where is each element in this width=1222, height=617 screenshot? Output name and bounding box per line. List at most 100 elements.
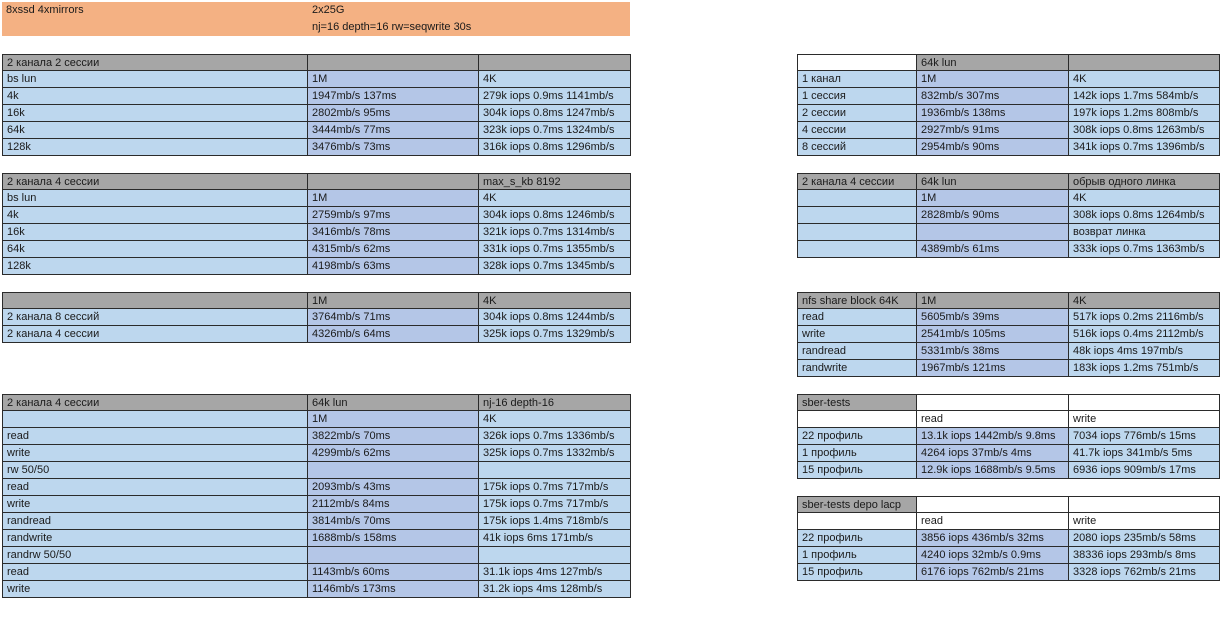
cell-b7-r3-c2[interactable]: 48k iops 4ms 197mb/s <box>1069 343 1220 360</box>
cell-b2-r1-c0[interactable]: bs lun <box>2 190 308 207</box>
cell-b4-r4-c2[interactable] <box>479 462 631 479</box>
cell-b4-r2-c1[interactable]: 3822mb/s 70ms <box>308 428 479 445</box>
cell-b4-r2-c2[interactable]: 326k iops 0.7ms 1336mb/s <box>479 428 631 445</box>
cell-b1-r0-c1[interactable] <box>308 54 479 71</box>
cell-b3-r0-c0[interactable] <box>2 292 308 309</box>
cell-b1-r2-c0[interactable]: 4k <box>2 88 308 105</box>
cell-b4-r3-c0[interactable]: write <box>2 445 308 462</box>
cell-b8-r2-c2[interactable]: 7034 iops 776mb/s 15ms <box>1069 428 1220 445</box>
cell-b8-r2-c1[interactable]: 13.1k iops 1442mb/s 9.8ms <box>917 428 1069 445</box>
cell-b5-r0-c1[interactable]: 64k lun <box>917 54 1069 71</box>
cell-b7-r4-c1[interactable]: 1967mb/s 121ms <box>917 360 1069 377</box>
cell-b4-r7-c1[interactable]: 3814mb/s 70ms <box>308 513 479 530</box>
cell-b4-r5-c1[interactable]: 2093mb/s 43ms <box>308 479 479 496</box>
cell-b8-r2-c0[interactable]: 22 профиль <box>797 428 917 445</box>
cell-b2-r3-c1[interactable]: 3416mb/s 78ms <box>308 224 479 241</box>
cell-b4-r7-c0[interactable]: randread <box>2 513 308 530</box>
cell-b3-r2-c2[interactable]: 325k iops 0.7ms 1329mb/s <box>479 326 631 343</box>
cell-b1-r4-c1[interactable]: 3444mb/s 77ms <box>308 122 479 139</box>
cell-b6-r0-c0[interactable]: 2 канала 4 сессии <box>797 173 917 190</box>
cell-b2-r2-c1[interactable]: 2759mb/s 97ms <box>308 207 479 224</box>
cell-b7-r1-c1[interactable]: 5605mb/s 39ms <box>917 309 1069 326</box>
cell-b5-r3-c2[interactable]: 197k iops 1.2ms 808mb/s <box>1069 105 1220 122</box>
cell-b4-r11-c2[interactable]: 31.2k iops 4ms 128mb/s <box>479 581 631 598</box>
cell-b2-r3-c0[interactable]: 16k <box>2 224 308 241</box>
cell-b5-r2-c0[interactable]: 1 сессия <box>797 88 917 105</box>
cell-b7-r0-c1[interactable]: 1M <box>917 292 1069 309</box>
cell-b7-r3-c0[interactable]: randread <box>797 343 917 360</box>
cell-b5-r5-c0[interactable]: 8 сессий <box>797 139 917 156</box>
cell-b5-r4-c2[interactable]: 308k iops 0.8ms 1263mb/s <box>1069 122 1220 139</box>
cell-b9-r1-c1[interactable]: read <box>917 513 1069 530</box>
cell-b6-r2-c1[interactable]: 2828mb/s 90ms <box>917 207 1069 224</box>
cell-b4-r4-c1[interactable] <box>308 462 479 479</box>
cell-b3-r2-c0[interactable]: 2 канала 4 сессии <box>2 326 308 343</box>
cell-b4-r10-c2[interactable]: 31.1k iops 4ms 127mb/s <box>479 564 631 581</box>
cell-b5-r4-c0[interactable]: 4 сессии <box>797 122 917 139</box>
cell-b4-r7-c2[interactable]: 175k iops 1.4ms 718mb/s <box>479 513 631 530</box>
cell-b2-r1-c2[interactable]: 4K <box>479 190 631 207</box>
cell-b7-r2-c1[interactable]: 2541mb/s 105ms <box>917 326 1069 343</box>
cell-b1-r1-c1[interactable]: 1M <box>308 71 479 88</box>
cell-b4-r5-c0[interactable]: read <box>2 479 308 496</box>
cell-b1-r2-c2[interactable]: 279k iops 0.9ms 1141mb/s <box>479 88 631 105</box>
cell-b7-r3-c1[interactable]: 5331mb/s 38ms <box>917 343 1069 360</box>
cell-b1-r5-c0[interactable]: 128k <box>2 139 308 156</box>
cell-b1-r0-c0[interactable]: 2 канала 2 сессии <box>2 54 308 71</box>
cell-b4-r3-c1[interactable]: 4299mb/s 62ms <box>308 445 479 462</box>
cell-b1-r0-c2[interactable] <box>479 54 631 71</box>
cell-b5-r3-c1[interactable]: 1936mb/s 138ms <box>917 105 1069 122</box>
cell-b6-r2-c0[interactable] <box>797 207 917 224</box>
cell-b5-r5-c2[interactable]: 341k iops 0.7ms 1396mb/s <box>1069 139 1220 156</box>
cell-b9-r0-c0[interactable]: sber-tests depo lacp <box>797 496 917 513</box>
cell-b5-r2-c1[interactable]: 832mb/s 307ms <box>917 88 1069 105</box>
cell-b4-r9-c2[interactable] <box>479 547 631 564</box>
cell-b6-r1-c1[interactable]: 1M <box>917 190 1069 207</box>
cell-b4-r6-c0[interactable]: write <box>2 496 308 513</box>
cell-b2-r4-c2[interactable]: 331k iops 0.7ms 1355mb/s <box>479 241 631 258</box>
cell-b6-r3-c0[interactable] <box>797 224 917 241</box>
cell-b2-r0-c2[interactable]: max_s_kb 8192 <box>479 173 631 190</box>
cell-b8-r4-c0[interactable]: 15 профиль <box>797 462 917 479</box>
cell-b9-r3-c0[interactable]: 1 профиль <box>797 547 917 564</box>
cell-b7-r2-c2[interactable]: 516k iops 0.4ms 2112mb/s <box>1069 326 1220 343</box>
cell-b4-r8-c0[interactable]: randwrite <box>2 530 308 547</box>
cell-b4-r0-c0[interactable]: 2 канала 4 сессии <box>2 394 308 411</box>
cell-pool[interactable]: 2x25G <box>308 2 630 19</box>
cell-b4-r1-c0[interactable] <box>2 411 308 428</box>
cell-b2-r0-c1[interactable] <box>308 173 479 190</box>
cell-b9-r4-c0[interactable]: 15 профиль <box>797 564 917 581</box>
cell-b4-r11-c1[interactable]: 1146mb/s 173ms <box>308 581 479 598</box>
cell-b9-r3-c1[interactable]: 4240 iops 32mb/s 0.9ms <box>917 547 1069 564</box>
cell-b2-r5-c0[interactable]: 128k <box>2 258 308 275</box>
cell-b8-r3-c1[interactable]: 4264 iops 37mb/s 4ms <box>917 445 1069 462</box>
cell-b6-r0-c2[interactable]: обрыв одного линка <box>1069 173 1220 190</box>
cell-b8-r0-c1[interactable] <box>917 394 1069 411</box>
cell-b5-r1-c1[interactable]: 1M <box>917 71 1069 88</box>
cell-b7-r2-c0[interactable]: write <box>797 326 917 343</box>
cell-b6-r4-c1[interactable]: 4389mb/s 61ms <box>917 241 1069 258</box>
cell-b9-r1-c0[interactable] <box>797 513 917 530</box>
cell-b4-r8-c2[interactable]: 41k iops 6ms 171mb/s <box>479 530 631 547</box>
cell-b4-r5-c2[interactable]: 175k iops 0.7ms 717mb/s <box>479 479 631 496</box>
cell-b8-r3-c0[interactable]: 1 профиль <box>797 445 917 462</box>
cell-b3-r1-c2[interactable]: 304k iops 0.8ms 1244mb/s <box>479 309 631 326</box>
cell-b4-r6-c1[interactable]: 2112mb/s 84ms <box>308 496 479 513</box>
cell-b9-r4-c1[interactable]: 6176 iops 762mb/s 21ms <box>917 564 1069 581</box>
cell-b3-r2-c1[interactable]: 4326mb/s 64ms <box>308 326 479 343</box>
cell-b1-r5-c2[interactable]: 316k iops 0.8ms 1296mb/s <box>479 139 631 156</box>
cell-b8-r4-c1[interactable]: 12.9k iops 1688mb/s 9.5ms <box>917 462 1069 479</box>
cell-b4-r3-c2[interactable]: 325k iops 0.7ms 1332mb/s <box>479 445 631 462</box>
cell-b7-r1-c0[interactable]: read <box>797 309 917 326</box>
cell-b9-r0-c2[interactable] <box>1069 496 1220 513</box>
cell-b4-r11-c0[interactable]: write <box>2 581 308 598</box>
cell-b4-r4-c0[interactable]: rw 50/50 <box>2 462 308 479</box>
cell-b1-r3-c2[interactable]: 304k iops 0.8ms 1247mb/s <box>479 105 631 122</box>
cell-b1-r1-c2[interactable]: 4K <box>479 71 631 88</box>
cell-b4-r1-c2[interactable]: 4K <box>479 411 631 428</box>
cell-b7-r4-c0[interactable]: randwrite <box>797 360 917 377</box>
cell-b7-r1-c2[interactable]: 517k iops 0.2ms 2116mb/s <box>1069 309 1220 326</box>
cell-b6-r3-c2[interactable]: возврат линка <box>1069 224 1220 241</box>
cell-b5-r0-c0[interactable] <box>797 54 917 71</box>
cell-b8-r4-c2[interactable]: 6936 iops 909mb/s 17ms <box>1069 462 1220 479</box>
